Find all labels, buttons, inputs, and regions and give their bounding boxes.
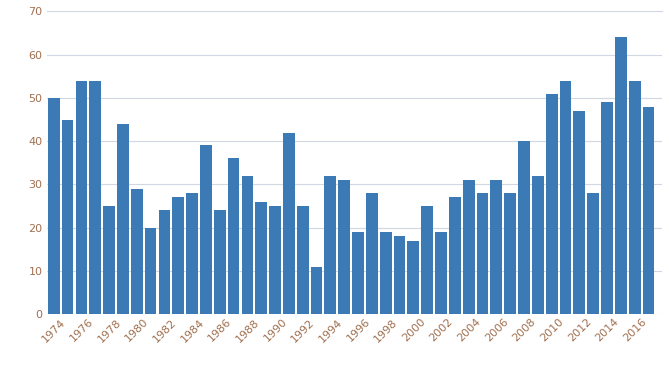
Bar: [352, 232, 364, 314]
Bar: [532, 176, 544, 314]
Bar: [463, 180, 474, 314]
Bar: [366, 193, 378, 314]
Bar: [615, 38, 627, 314]
Bar: [490, 180, 502, 314]
Bar: [214, 210, 225, 314]
Bar: [421, 206, 433, 314]
Bar: [449, 197, 461, 314]
Bar: [269, 206, 281, 314]
Bar: [573, 111, 585, 314]
Bar: [546, 93, 557, 314]
Bar: [48, 98, 60, 314]
Bar: [186, 193, 198, 314]
Bar: [297, 206, 308, 314]
Bar: [34, 197, 45, 314]
Bar: [393, 236, 405, 314]
Bar: [145, 228, 157, 314]
Bar: [504, 193, 516, 314]
Bar: [62, 119, 74, 314]
Bar: [380, 232, 391, 314]
Bar: [173, 197, 184, 314]
Bar: [256, 202, 267, 314]
Bar: [518, 141, 530, 314]
Bar: [559, 81, 571, 314]
Bar: [76, 81, 87, 314]
Bar: [324, 176, 337, 314]
Bar: [283, 133, 295, 314]
Bar: [629, 81, 640, 314]
Bar: [435, 232, 447, 314]
Bar: [242, 176, 254, 314]
Bar: [227, 159, 240, 314]
Bar: [131, 189, 142, 314]
Bar: [587, 193, 599, 314]
Bar: [159, 210, 171, 314]
Bar: [117, 124, 128, 314]
Bar: [90, 81, 101, 314]
Bar: [476, 193, 488, 314]
Bar: [339, 180, 350, 314]
Bar: [310, 267, 322, 314]
Bar: [103, 206, 115, 314]
Bar: [407, 241, 419, 314]
Bar: [200, 146, 212, 314]
Bar: [601, 102, 613, 314]
Bar: [643, 106, 654, 314]
